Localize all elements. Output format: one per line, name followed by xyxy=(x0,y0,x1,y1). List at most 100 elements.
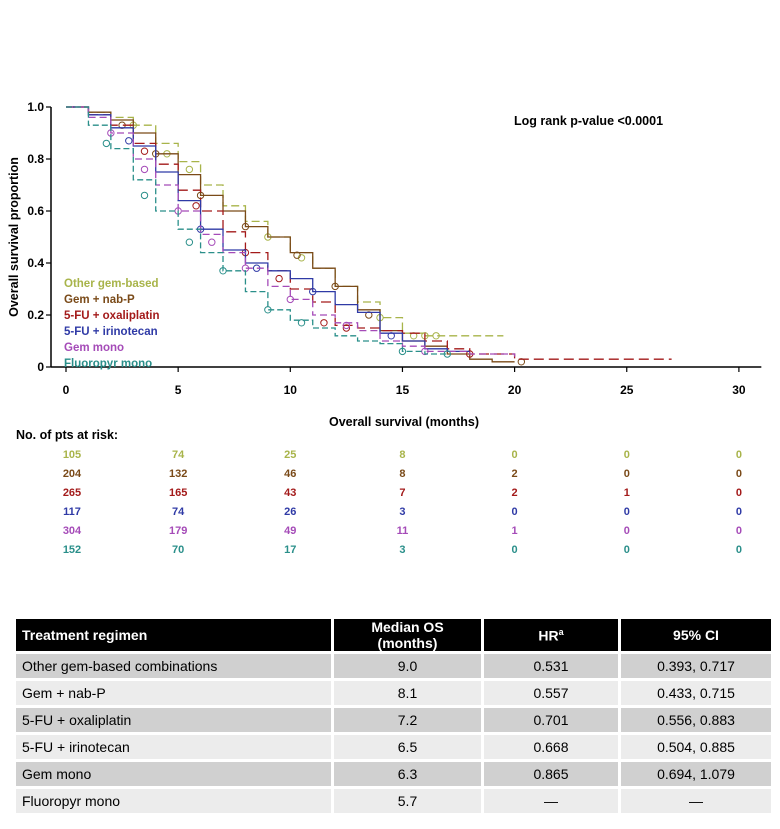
header-median: Median OS (months) xyxy=(334,619,481,651)
risk-value-0-6: 0 xyxy=(736,449,742,461)
censor-mark-5-1 xyxy=(140,191,149,200)
cell-ci: 0.393, 0.717 xyxy=(621,654,771,678)
risk-value-0-1: 74 xyxy=(172,449,185,461)
cell-ci: 0.694, 1.079 xyxy=(621,762,771,786)
x-tick-label-0: 0 xyxy=(63,383,70,397)
x-axis-title: Overall survival (months) xyxy=(329,415,479,429)
risk-value-4-1: 179 xyxy=(169,525,187,537)
summary-header-row: Treatment regimen Median OS (months) HRa… xyxy=(16,619,771,651)
y-axis-title: Overall survival proportion xyxy=(7,157,21,317)
censor-mark-2-1 xyxy=(192,202,200,210)
risk-value-5-4: 0 xyxy=(512,544,518,556)
risk-value-4-4: 1 xyxy=(512,525,518,537)
risk-value-3-6: 0 xyxy=(736,506,742,518)
header-hr: HRa xyxy=(484,619,618,651)
summary-body: Other gem-based combinations 9.0 0.531 0.39… xyxy=(16,654,771,813)
table-row: Other gem-based combinations 9.0 0.531 0.39… xyxy=(16,654,771,678)
censor-mark-3-0 xyxy=(125,137,133,145)
legend-entry-5: Fluoropyr mono xyxy=(64,358,152,370)
curve-5 xyxy=(66,106,448,355)
table-row: Gem mono 6.3 0.865 0.694, 1.079 xyxy=(16,762,771,786)
risk-value-1-3: 8 xyxy=(399,468,405,480)
cell-median: 5.7 xyxy=(334,789,481,813)
header-regimen: Treatment regimen xyxy=(16,619,331,651)
risk-value-3-0: 117 xyxy=(63,506,81,518)
cell-hr: 0.668 xyxy=(484,735,618,759)
risk-value-1-4: 2 xyxy=(512,468,518,480)
cell-median: 9.0 xyxy=(334,654,481,678)
table-row: Gem + nab-P 8.1 0.557 0.433, 0.715 xyxy=(16,681,771,705)
censor-mark-5-7 xyxy=(443,350,452,358)
censor-mark-2-5 xyxy=(342,324,351,332)
risk-value-1-6: 0 xyxy=(736,468,742,480)
risk-value-1-1: 132 xyxy=(169,468,187,480)
table-row: Fluoropyr mono 5.7— — xyxy=(16,789,771,813)
header-hr-label: HR xyxy=(538,627,559,644)
censor-mark-4-3 xyxy=(208,238,216,246)
censor-mark-2-0 xyxy=(140,147,149,155)
table-row: 5-FU + oxaliplatin 7.2 0.701 0.556, 0.883 xyxy=(16,708,771,732)
cell-regimen: Other gem-based combinations xyxy=(16,654,331,678)
legend-entry-0: Other gem-based xyxy=(64,278,159,290)
legend-entry-3: 5-FU + irinotecan xyxy=(64,326,158,338)
risk-value-4-0: 304 xyxy=(63,525,82,537)
table-row: 5-FU + irinotecan 6.5 0.668 0.504, 0.885 xyxy=(16,735,771,759)
censor-mark-5-2 xyxy=(185,238,194,246)
risk-value-5-0: 152 xyxy=(63,544,81,556)
risk-value-2-4: 2 xyxy=(512,487,518,499)
legend-entry-2: 5-FU + oxaliplatin xyxy=(64,310,160,322)
censor-mark-1-3 xyxy=(241,222,250,231)
risk-value-4-2: 49 xyxy=(284,525,296,537)
risk-value-2-3: 7 xyxy=(399,487,405,499)
cell-median: 7.2 xyxy=(334,708,481,732)
cell-regimen: 5-FU + oxaliplatin xyxy=(16,708,331,732)
survival-curves xyxy=(66,106,672,366)
cell-median: 8.1 xyxy=(334,681,481,705)
censor-mark-1-4 xyxy=(293,251,301,259)
x-tick-label-10: 10 xyxy=(284,383,298,397)
cell-ci: — xyxy=(621,789,771,813)
risk-value-4-5: 0 xyxy=(624,525,630,537)
cell-ci: 0.504, 0.885 xyxy=(621,735,771,759)
chart-axes: 0 5 10 15 20 25 30 0 0.2 0.4 0.6 0.8 1.0 xyxy=(27,100,762,397)
y-tick-label-2: 0.4 xyxy=(27,256,44,270)
risk-value-5-6: 0 xyxy=(736,544,742,556)
y-tick-label-3: 0.6 xyxy=(27,204,44,218)
cell-ci: 0.556, 0.883 xyxy=(621,708,771,732)
risk-value-1-5: 0 xyxy=(624,468,630,480)
censor-mark-3-3 xyxy=(309,287,317,296)
risk-value-2-5: 1 xyxy=(624,487,630,499)
x-tick-label-30: 30 xyxy=(732,383,746,397)
censor-mark-2-3 xyxy=(275,274,283,283)
risk-value-1-0: 204 xyxy=(63,468,82,480)
risk-value-5-3: 3 xyxy=(399,544,405,556)
risk-value-3-2: 26 xyxy=(284,506,296,518)
cell-regimen: Gem + nab-P xyxy=(16,681,331,705)
x-tick-label-5: 5 xyxy=(175,383,182,397)
censor-mark-2-4 xyxy=(320,319,328,327)
header-hr-superscript: a xyxy=(558,626,564,637)
risk-value-3-3: 3 xyxy=(399,506,405,518)
censor-mark-5-5 xyxy=(297,319,306,327)
censor-mark-5-0 xyxy=(102,139,111,148)
risk-value-1-2: 46 xyxy=(284,468,296,480)
cell-median: 6.5 xyxy=(334,735,481,759)
y-tick-label-0: 0 xyxy=(37,360,44,374)
legend-entry-1: Gem + nab-P xyxy=(64,294,135,306)
cell-ci: 0.433, 0.715 xyxy=(621,681,771,705)
risk-value-3-4: 0 xyxy=(512,506,518,518)
risk-value-5-1: 70 xyxy=(172,544,184,556)
y-tick-label-4: 0.8 xyxy=(27,152,44,166)
risk-value-3-1: 74 xyxy=(172,506,185,518)
censor-mark-4-5 xyxy=(286,295,294,304)
logrank-annotation: Log rank p-value <0.0001 xyxy=(514,114,663,128)
header-ci: 95% CI xyxy=(621,619,771,651)
y-tick-label-5: 1.0 xyxy=(27,100,44,114)
cell-regimen: Fluoropyr mono xyxy=(16,789,331,813)
censor-mark-0-2 xyxy=(185,165,194,174)
censor-mark-5-3 xyxy=(219,267,227,275)
summary-table: Treatment regimen Median OS (months) HRa… xyxy=(13,616,774,816)
curve-1 xyxy=(66,106,515,363)
